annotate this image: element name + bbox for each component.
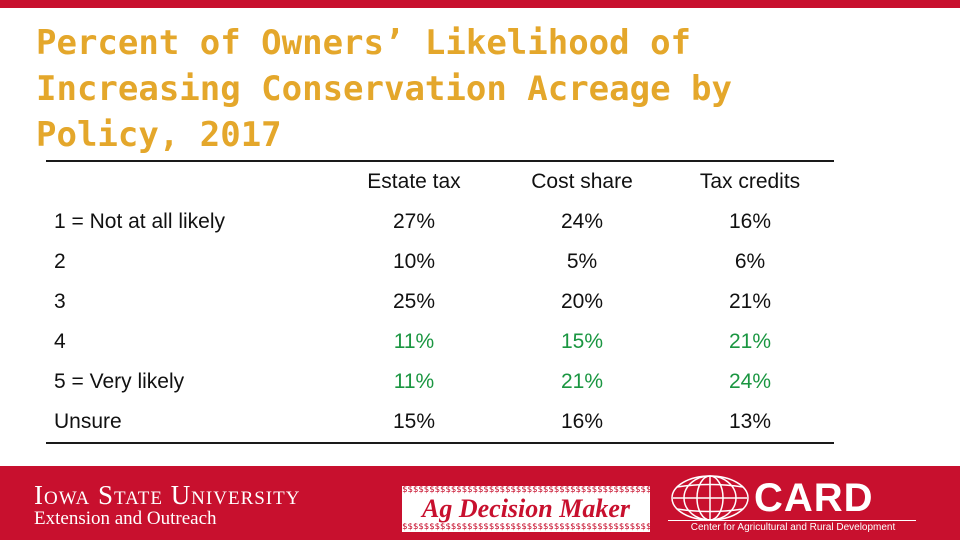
likelihood-table: Estate tax Cost share Tax credits 1 = No… (46, 162, 834, 442)
row-label: 4 (54, 330, 66, 353)
cost-share-value: 20% (560, 290, 604, 313)
column-header-tax-credits: Tax credits (699, 170, 801, 193)
top-accent-bar (0, 0, 960, 8)
row-label: Unsure (54, 410, 122, 433)
column-header-cost-share: Cost share (531, 170, 633, 193)
table-row: 5 = Very likely 11% 21% 24% (46, 362, 834, 402)
footer-banner: Iowa State University Extension and Outr… (0, 466, 960, 540)
table-row: Unsure 15% 16% 13% (46, 402, 834, 442)
isu-extension-label: Extension and Outreach (34, 508, 217, 529)
cost-share-value: 16% (560, 410, 604, 433)
estate-tax-value: 27% (392, 210, 436, 233)
row-label-header (46, 162, 330, 202)
tax-credits-value: 16% (728, 210, 772, 233)
estate-tax-value: 10% (392, 250, 436, 273)
ag-decision-maker-logo: $$$$$$$$$$$$$$$$$$$$$$$$$$$$$$$$$$$$$$$$… (402, 486, 650, 532)
cost-share-value: 24% (560, 210, 604, 233)
tax-credits-value: 21% (728, 330, 772, 353)
dollar-pattern-top: $$$$$$$$$$$$$$$$$$$$$$$$$$$$$$$$$$$$$$$$… (402, 486, 650, 495)
cost-share-value: 21% (560, 370, 604, 393)
table-row: 1 = Not at all likely 27% 24% 16% (46, 202, 834, 242)
row-label: 1 = Not at all likely (54, 210, 225, 233)
column-header-estate-tax: Estate tax (367, 170, 461, 193)
dollar-pattern-bottom: $$$$$$$$$$$$$$$$$$$$$$$$$$$$$$$$$$$$$$$$… (402, 523, 650, 532)
slide-title: Percent of Owners’ Likelihood of Increas… (36, 23, 732, 155)
cost-share-value: 15% (560, 330, 604, 353)
ag-decision-maker-label: Ag Decision Maker (422, 494, 630, 523)
tax-credits-value: 6% (734, 250, 766, 273)
table-top-rule (46, 160, 834, 162)
cost-share-value: 5% (566, 250, 598, 273)
table-row: 2 10% 5% 6% (46, 242, 834, 282)
table-bottom-rule (46, 442, 834, 444)
card-divider (668, 520, 916, 521)
row-label: 2 (54, 250, 66, 273)
estate-tax-value: 11% (393, 330, 435, 353)
table-header-row: Estate tax Cost share Tax credits (46, 162, 834, 202)
table-row: 3 25% 20% 21% (46, 282, 834, 322)
table-row: 4 11% 15% 21% (46, 322, 834, 362)
estate-tax-value: 15% (392, 410, 436, 433)
tax-credits-value: 13% (728, 410, 772, 433)
isu-logo: Iowa State University Extension and Outr… (34, 480, 300, 530)
card-logo-text: CARD (754, 476, 874, 520)
estate-tax-value: 11% (393, 370, 435, 393)
estate-tax-value: 25% (392, 290, 436, 313)
tax-credits-value: 21% (728, 290, 772, 313)
card-subtitle: Center for Agricultural and Rural Develo… (690, 522, 896, 533)
row-label: 3 (54, 290, 66, 313)
tax-credits-value: 24% (728, 370, 772, 393)
isu-name: Iowa State University (34, 480, 301, 510)
row-label: 5 = Very likely (54, 370, 185, 393)
